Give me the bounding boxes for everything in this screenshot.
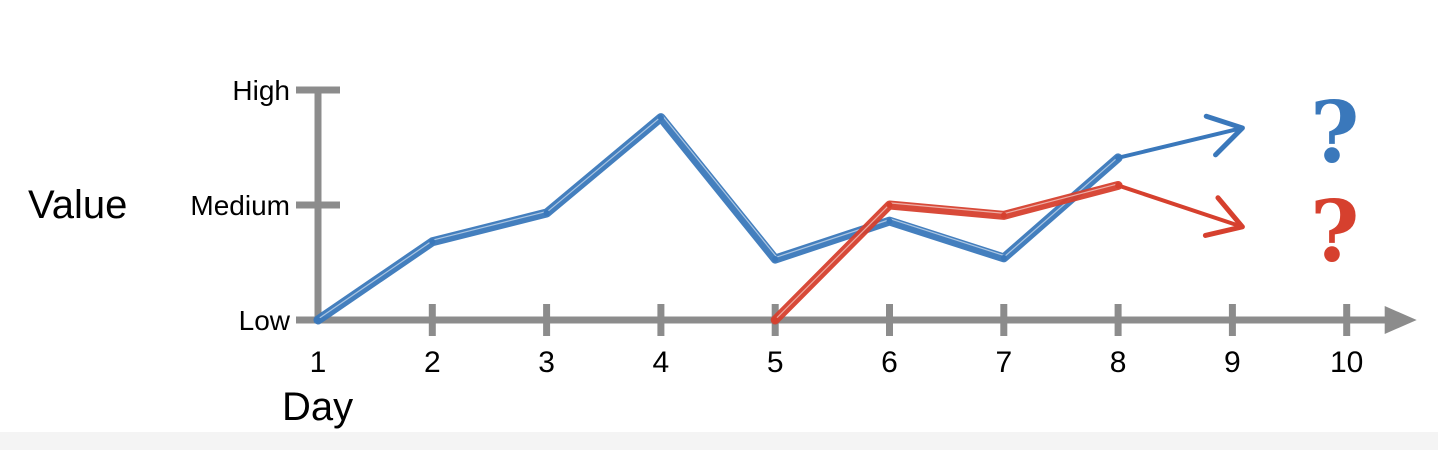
data-point	[886, 218, 893, 225]
x-tick-label: 3	[538, 346, 555, 379]
data-point	[772, 317, 779, 323]
data-point	[657, 114, 664, 121]
series-line-sketch	[776, 182, 1120, 319]
series-layer: ??	[313, 83, 1359, 325]
y-tick-label: High	[232, 75, 290, 106]
data-point	[543, 210, 550, 217]
x-tick-label: 5	[767, 346, 784, 379]
x-tick-label: 9	[1224, 346, 1241, 379]
data-point	[772, 256, 779, 263]
projection-line	[1116, 125, 1245, 160]
x-axis-arrowhead	[1384, 306, 1417, 334]
x-tick-label: 7	[995, 346, 1012, 379]
x-tick-label: 4	[653, 346, 670, 379]
question-mark-annotation: ?	[1310, 83, 1359, 182]
series-line	[313, 113, 1123, 325]
projection-line	[1116, 183, 1245, 229]
x-tick-label: 10	[1330, 346, 1363, 379]
data-point	[886, 202, 893, 208]
series-line-sketch	[319, 114, 1120, 319]
y-axis-label: Value	[28, 183, 127, 227]
x-tick-label: 2	[424, 346, 441, 379]
data-point	[315, 317, 321, 323]
x-axis-label: Day	[282, 385, 353, 429]
data-point	[1000, 212, 1007, 219]
projection-arrowhead	[1202, 195, 1245, 238]
series-1	[313, 113, 1245, 325]
x-tick-label: 8	[1110, 346, 1127, 379]
data-point	[1000, 254, 1007, 261]
bottom-strip	[0, 432, 1438, 450]
data-point	[429, 238, 436, 245]
axes: Low Medium High 1 2 3 4 5 6 7 8 9 10	[190, 75, 1417, 379]
series-2	[770, 180, 1245, 325]
y-tick-label: Low	[239, 305, 291, 336]
labels-layer: Value Day	[28, 183, 353, 429]
x-tick-label: 6	[881, 346, 898, 379]
question-mark-annotation: ?	[1310, 182, 1359, 281]
projection-arrowhead	[1203, 113, 1245, 158]
x-tick-label: 1	[310, 346, 327, 379]
y-tick-label: Medium	[190, 190, 290, 221]
